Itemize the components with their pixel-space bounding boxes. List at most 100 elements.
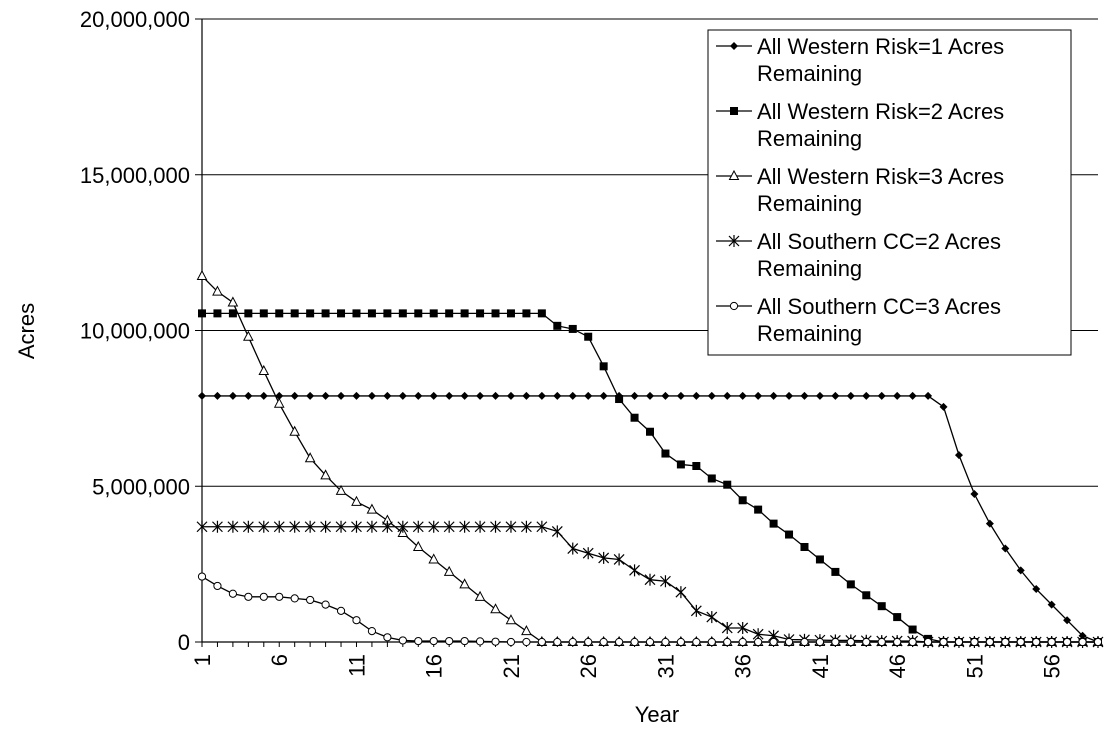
data-point bbox=[490, 520, 501, 533]
data-point bbox=[1063, 616, 1072, 625]
data-point bbox=[537, 391, 546, 400]
data-point bbox=[567, 542, 579, 555]
data-point bbox=[474, 590, 486, 601]
data-point bbox=[723, 391, 732, 400]
data-point bbox=[321, 309, 330, 318]
data-point bbox=[1078, 631, 1087, 640]
data-point bbox=[599, 637, 608, 647]
data-point bbox=[367, 309, 376, 318]
data-point bbox=[227, 520, 239, 533]
series-layer bbox=[196, 269, 1104, 648]
data-point bbox=[412, 540, 424, 551]
data-point bbox=[908, 391, 917, 400]
data-point bbox=[351, 495, 362, 506]
data-point bbox=[445, 636, 454, 646]
x-axis-ticks: 1 6 11 16 21 26 31 36 41 46 51 56 bbox=[190, 642, 1099, 678]
x-tick-label: 16 bbox=[422, 654, 447, 678]
data-point bbox=[335, 484, 347, 495]
data-point bbox=[584, 637, 593, 647]
x-tick-label: 36 bbox=[731, 654, 756, 678]
data-point bbox=[738, 637, 747, 647]
data-point bbox=[1078, 637, 1087, 647]
data-point bbox=[599, 391, 608, 400]
data-point bbox=[613, 553, 625, 566]
data-point bbox=[877, 602, 886, 611]
data-point bbox=[831, 391, 840, 400]
data-point bbox=[289, 520, 301, 533]
data-point bbox=[243, 330, 254, 341]
series-1 bbox=[198, 391, 1102, 646]
data-point bbox=[460, 636, 469, 646]
data-point bbox=[275, 309, 284, 318]
data-point bbox=[939, 637, 948, 647]
data-point bbox=[1001, 544, 1010, 553]
data-point bbox=[506, 309, 515, 318]
data-point bbox=[615, 395, 624, 404]
data-point bbox=[754, 505, 763, 514]
data-point bbox=[306, 309, 315, 318]
data-point bbox=[398, 309, 407, 318]
data-point bbox=[660, 575, 671, 588]
data-point bbox=[275, 391, 284, 400]
data-point bbox=[244, 592, 253, 601]
data-point bbox=[474, 520, 486, 533]
data-point bbox=[676, 637, 685, 647]
data-point bbox=[893, 613, 902, 622]
data-point bbox=[228, 391, 237, 400]
data-point bbox=[522, 637, 531, 647]
y-tick-label: 20,000,000 bbox=[80, 7, 190, 32]
data-point bbox=[800, 542, 809, 551]
data-point bbox=[212, 520, 223, 533]
data-point bbox=[476, 391, 485, 400]
data-point bbox=[645, 637, 655, 647]
data-point bbox=[985, 637, 994, 647]
data-point bbox=[227, 296, 239, 307]
data-point bbox=[707, 474, 716, 483]
data-point bbox=[630, 637, 639, 647]
data-point bbox=[582, 547, 594, 560]
legend-item: All Western Risk=2 Acres Remaining bbox=[716, 99, 1004, 151]
data-point bbox=[923, 637, 933, 647]
x-tick-label: 26 bbox=[576, 654, 601, 678]
data-point bbox=[244, 309, 253, 318]
data-point bbox=[908, 637, 917, 647]
x-tick-label: 41 bbox=[808, 654, 833, 678]
x-tick-label: 31 bbox=[653, 654, 678, 678]
data-point bbox=[398, 391, 407, 400]
data-point bbox=[846, 391, 855, 400]
data-point bbox=[584, 391, 593, 400]
data-point bbox=[729, 301, 739, 311]
data-point bbox=[769, 519, 778, 528]
data-point bbox=[460, 309, 469, 318]
data-point bbox=[429, 391, 438, 400]
data-point bbox=[553, 321, 562, 330]
data-point bbox=[831, 567, 840, 576]
series-line bbox=[202, 312, 1098, 643]
data-point bbox=[954, 451, 963, 460]
data-point bbox=[815, 555, 824, 564]
data-point bbox=[367, 626, 377, 636]
data-point bbox=[445, 309, 454, 318]
data-point bbox=[846, 580, 855, 589]
data-point bbox=[429, 636, 438, 646]
series-4 bbox=[196, 520, 1104, 648]
data-point bbox=[970, 637, 979, 647]
data-point bbox=[568, 324, 577, 333]
data-point bbox=[258, 364, 270, 375]
data-point bbox=[258, 520, 270, 533]
data-point bbox=[213, 391, 222, 400]
data-point bbox=[414, 636, 423, 646]
data-point bbox=[491, 637, 500, 646]
data-point bbox=[213, 581, 222, 591]
data-point bbox=[815, 637, 825, 647]
data-point bbox=[676, 460, 685, 469]
data-point bbox=[785, 530, 794, 539]
data-point bbox=[242, 520, 254, 533]
data-point bbox=[289, 425, 301, 436]
data-point bbox=[304, 452, 316, 463]
data-point bbox=[537, 309, 546, 318]
data-point bbox=[428, 520, 440, 533]
series-5 bbox=[197, 572, 1103, 647]
data-point bbox=[398, 636, 407, 645]
data-point bbox=[615, 637, 624, 647]
